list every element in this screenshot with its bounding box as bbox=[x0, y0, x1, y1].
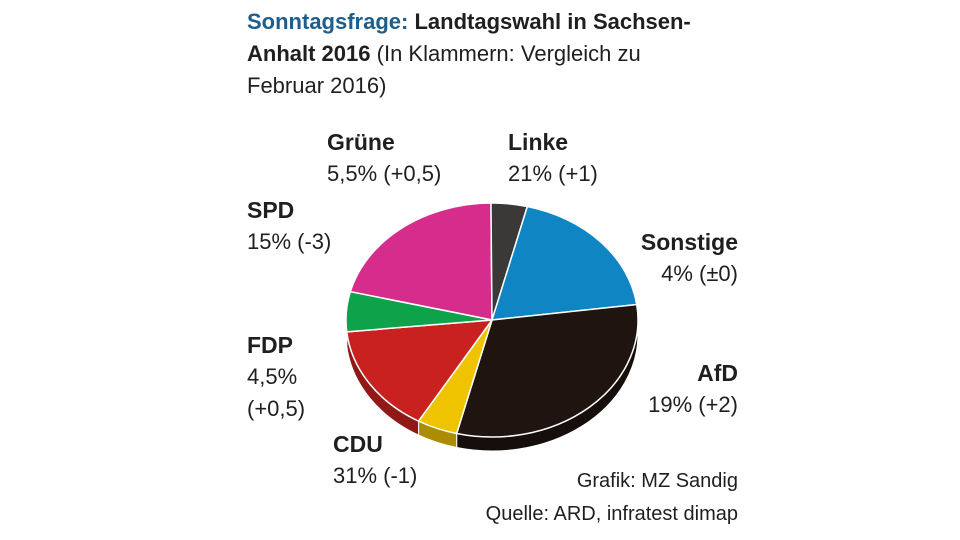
pie-slice-grne bbox=[345, 290, 493, 333]
label-cdu-party: CDU bbox=[333, 431, 383, 457]
label-linke-value: 21% (+1) bbox=[508, 161, 598, 186]
label-afd: AfD 19% (+2) bbox=[648, 357, 738, 421]
label-fdp-party: FDP bbox=[247, 332, 293, 358]
label-spd: SPD 15% (-3) bbox=[247, 194, 331, 258]
label-cdu-value: 31% (-1) bbox=[333, 463, 418, 488]
credit-grafik: Grafik: MZ Sandig bbox=[576, 470, 738, 492]
chart-title: Sonntagsfrage: Landtagswahl in Sachsen-A… bbox=[247, 6, 717, 102]
label-spd-party: SPD bbox=[247, 197, 295, 223]
label-fdp-value-line1: 4,5% bbox=[247, 364, 298, 389]
title-note: (In Klammern: Vergleich zu Februar 2016) bbox=[247, 41, 641, 98]
label-linke: Linke 21% (+1) bbox=[508, 126, 598, 190]
label-spd-value: 15% (-3) bbox=[247, 229, 332, 254]
pie-slice-linke bbox=[349, 202, 493, 321]
label-fdp-value-line2: (+0,5) bbox=[247, 396, 306, 421]
label-afd-party: AfD bbox=[697, 360, 738, 386]
label-linke-party: Linke bbox=[508, 129, 569, 155]
label-cdu: CDU 31% (-1) bbox=[333, 428, 417, 492]
title-kicker: Sonntagsfrage: bbox=[247, 9, 409, 34]
pie-slice-spd bbox=[345, 319, 493, 422]
title-headline: Landtagswahl in Sachsen-Anhalt 2016 bbox=[247, 9, 691, 66]
label-gruene-value: 5,5% (+0,5) bbox=[327, 161, 442, 186]
label-sonstige-party: Sonstige bbox=[640, 229, 738, 255]
pie-top bbox=[345, 202, 639, 438]
label-gruene-party: Grüne bbox=[327, 129, 395, 155]
label-fdp: FDP 4,5% (+0,5) bbox=[247, 329, 305, 425]
credit-quelle: Quelle: ARD, infratest dimap bbox=[485, 503, 738, 525]
pie-slice-cdu bbox=[455, 303, 639, 438]
label-sonstige-value: 4% (±0) bbox=[661, 261, 738, 286]
label-gruene: Grüne 5,5% (+0,5) bbox=[327, 126, 441, 190]
pie-slice-afd bbox=[491, 205, 638, 321]
label-sonstige: Sonstige 4% (±0) bbox=[641, 226, 738, 290]
label-afd-value: 19% (+2) bbox=[648, 392, 738, 417]
